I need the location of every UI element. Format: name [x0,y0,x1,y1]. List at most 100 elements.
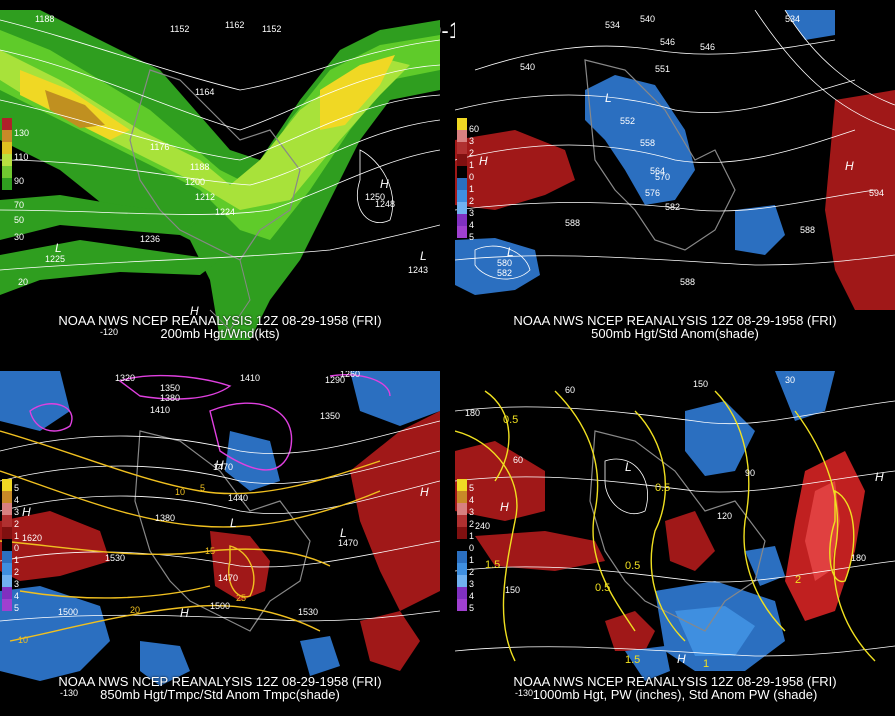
svg-text:1350: 1350 [320,411,340,421]
svg-text:240: 240 [475,521,490,531]
svg-text:20: 20 [18,277,28,287]
svg-text:H: H [22,505,31,519]
colorbar-label: 5 [14,603,20,613]
svg-text:1188: 1188 [190,162,209,172]
svg-text:1224: 1224 [215,207,235,217]
svg-text:120: 120 [717,511,732,521]
svg-text:25: 25 [236,593,246,603]
colorbar-label: 60 [469,124,480,134]
colorbar-label: 1 [14,531,20,541]
svg-text:588: 588 [565,218,580,228]
map-500mb: 534 540 546 546 534 552 558 564 570 576 … [455,10,895,310]
svg-text:180: 180 [851,553,866,563]
svg-text:H: H [190,304,199,318]
svg-text:H: H [845,159,854,173]
colorbar-label: 1 [469,184,475,194]
svg-text:534: 534 [605,20,620,30]
svg-text:1164: 1164 [195,87,214,97]
map-1000mb-pw: 150 180 60 30 0.5 60 90 120 150 180 240 … [455,371,895,698]
svg-text:546: 546 [660,37,675,47]
svg-text:H: H [380,177,389,191]
svg-text:594: 594 [869,188,884,198]
svg-text:1500: 1500 [58,607,78,617]
svg-text:1.5: 1.5 [625,654,640,666]
svg-text:L: L [625,460,632,474]
svg-text:L: L [605,91,612,105]
svg-text:582: 582 [497,268,512,278]
panel-subcaption: 500mb Hgt/Std Anom(shade) [591,326,759,341]
svg-text:0.5: 0.5 [625,560,640,572]
svg-text:546: 546 [700,42,715,52]
svg-text:534: 534 [785,14,800,24]
svg-text:1350: 1350 [160,383,180,393]
colorbar-label: 1 [469,531,475,541]
colorbar-label: 3 [469,507,475,517]
colorbar-label: 50 [14,215,25,225]
panel-200mb-map: 1188 1152 1162 1152 1164 1176 1188 1200 … [0,10,440,355]
panel-caption: NOAA NWS NCEP REANALYSIS 12Z 08-29-1958 … [513,674,837,689]
svg-text:H: H [500,500,509,514]
colorbar-label: 4 [14,591,20,601]
svg-text:-120: -120 [100,327,118,337]
svg-text:1176: 1176 [150,142,169,152]
colorbar-label: 1 [469,160,475,170]
svg-text:L: L [340,526,347,540]
svg-text:-130: -130 [515,688,533,698]
svg-text:1188: 1188 [35,14,54,24]
colorbar-1000mb [457,479,467,611]
colorbar-label: 4 [14,495,20,505]
colorbar-label: 130 [14,128,30,138]
svg-text:1152: 1152 [170,24,189,34]
svg-text:20: 20 [130,605,140,615]
panel-1000mb-pw-map: 150 180 60 30 0.5 60 90 120 150 180 240 … [455,371,895,716]
svg-text:H: H [677,652,686,666]
svg-text:180: 180 [465,408,480,418]
svg-text:L: L [420,249,427,263]
svg-text:1212: 1212 [195,192,215,202]
svg-text:1260: 1260 [340,371,360,379]
svg-text:2: 2 [795,574,801,586]
colorbar-label: 1 [469,555,475,565]
colorbar-label: 3 [469,579,475,589]
panel-500mb-map: 534 540 546 546 534 552 558 564 570 576 … [455,10,895,355]
svg-text:1410: 1410 [240,373,260,383]
svg-text:H: H [875,470,884,484]
panel-subcaption: 1000mb Hgt, PW (inches), Std Anom PW (sh… [532,687,818,702]
svg-text:1470: 1470 [338,538,358,548]
svg-text:150: 150 [693,379,708,389]
svg-text:1470: 1470 [218,573,238,583]
svg-text:1470: 1470 [213,462,233,472]
svg-text:5: 5 [200,483,205,493]
svg-text:L: L [507,245,514,259]
svg-text:1380: 1380 [155,513,175,523]
colorbar-label: 2 [469,196,475,206]
svg-text:1530: 1530 [298,607,318,617]
svg-text:L: L [230,516,237,530]
panel-850mb-map: 1320 1350 1410 1260 1290 1350 1380 1410 … [0,371,440,716]
map-850mb: 1320 1350 1410 1260 1290 1350 1380 1410 … [0,371,440,698]
svg-text:1250: 1250 [365,192,385,202]
colorbar-label: 0 [469,543,475,553]
svg-text:-130: -130 [60,688,78,698]
svg-text:90: 90 [745,468,755,478]
colorbar-label: 4 [469,220,475,230]
svg-text:558: 558 [640,138,655,148]
colorbar-label: 2 [14,519,20,529]
svg-text:10: 10 [175,487,185,497]
colorbar-label: 2 [469,567,475,577]
svg-text:580: 580 [497,258,512,268]
colorbar-label: 2 [469,148,475,158]
svg-text:588: 588 [680,277,695,287]
svg-text:1: 1 [703,658,709,670]
svg-text:1320: 1320 [115,373,135,383]
colorbar-label: 3 [14,579,20,589]
svg-text:1236: 1236 [140,234,160,244]
panel-caption: NOAA NWS NCEP REANALYSIS 12Z 08-29-1958 … [513,313,837,328]
svg-text:1620: 1620 [22,533,42,543]
colorbar-label: 3 [469,136,475,146]
colorbar-label: 4 [469,591,475,601]
svg-text:15: 15 [205,546,215,556]
colorbar-label: 70 [14,200,25,210]
svg-text:564: 564 [650,166,665,176]
colorbar-label: 2 [14,567,20,577]
